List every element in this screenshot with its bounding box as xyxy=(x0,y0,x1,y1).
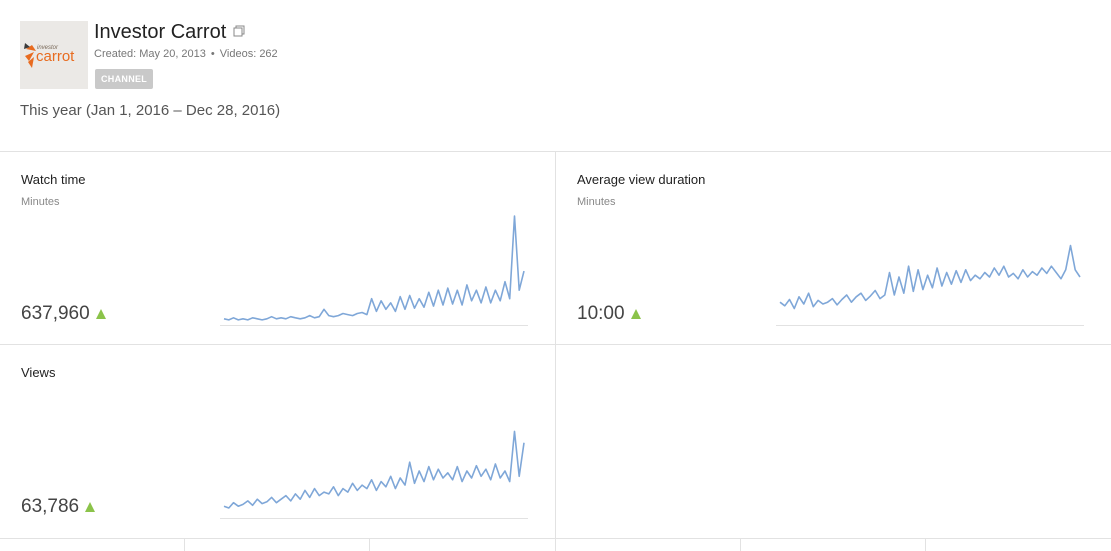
avg-view-duration-value-row: 10:00 xyxy=(577,303,641,325)
sparkline-series xyxy=(779,244,1081,310)
external-link-icon[interactable] xyxy=(233,25,245,37)
views-sparkline xyxy=(220,430,528,519)
logo-text-big: carrot xyxy=(36,48,75,65)
watch-time-value-row: 637,960 xyxy=(21,303,106,325)
views-label: Views xyxy=(21,365,56,380)
views-card[interactable]: Views 63,786 xyxy=(0,345,555,538)
grid-tick xyxy=(740,539,741,551)
watch-time-label: Watch time xyxy=(21,172,86,187)
watch-time-card[interactable]: Watch time Minutes 637,960 xyxy=(0,152,555,344)
created-date: Created: May 20, 2013 xyxy=(94,48,206,60)
channel-logo[interactable]: investor carrot xyxy=(20,21,88,89)
channel-header: investor carrot Investor Carrot Created:… xyxy=(0,0,1111,152)
channel-badge: CHANNEL xyxy=(95,69,154,89)
video-count: Videos: 262 xyxy=(219,48,278,60)
grid-tick xyxy=(925,539,926,551)
grid-divider-vertical xyxy=(555,152,556,551)
avg-view-duration-value: 10:00 xyxy=(577,303,625,324)
sparkline-series xyxy=(223,215,525,321)
avg-view-duration-sparkline xyxy=(776,244,1084,326)
channel-meta: Created: May 20, 2013 • Videos: 262 xyxy=(94,48,278,60)
grid-tick xyxy=(369,539,370,551)
trend-up-icon xyxy=(85,502,96,512)
channel-title[interactable]: Investor Carrot xyxy=(94,21,227,43)
grid-divider-horizontal xyxy=(0,344,1111,345)
avg-view-duration-card[interactable]: Average view duration Minutes 10:00 xyxy=(556,152,1111,344)
avg-view-duration-unit: Minutes xyxy=(577,196,616,208)
watch-time-sparkline xyxy=(220,215,528,326)
title-row: Investor Carrot xyxy=(94,21,245,44)
views-value: 63,786 xyxy=(21,496,80,517)
empty-card xyxy=(556,345,1111,538)
watch-time-unit: Minutes xyxy=(21,196,60,208)
grid-tick xyxy=(184,539,185,551)
views-value-row: 63,786 xyxy=(21,496,96,518)
carrot-icon xyxy=(24,43,36,68)
sparkline-series xyxy=(223,430,525,509)
watch-time-value: 637,960 xyxy=(21,303,90,324)
separator-dot: • xyxy=(210,48,215,60)
trend-up-icon xyxy=(630,309,641,319)
avg-view-duration-label: Average view duration xyxy=(577,172,706,187)
logo-text-small: investor xyxy=(37,45,59,51)
date-range[interactable]: This year (Jan 1, 2016 – Dec 28, 2016) xyxy=(20,102,281,119)
trend-up-icon xyxy=(95,309,106,319)
grid-divider-bottom xyxy=(0,538,1111,539)
